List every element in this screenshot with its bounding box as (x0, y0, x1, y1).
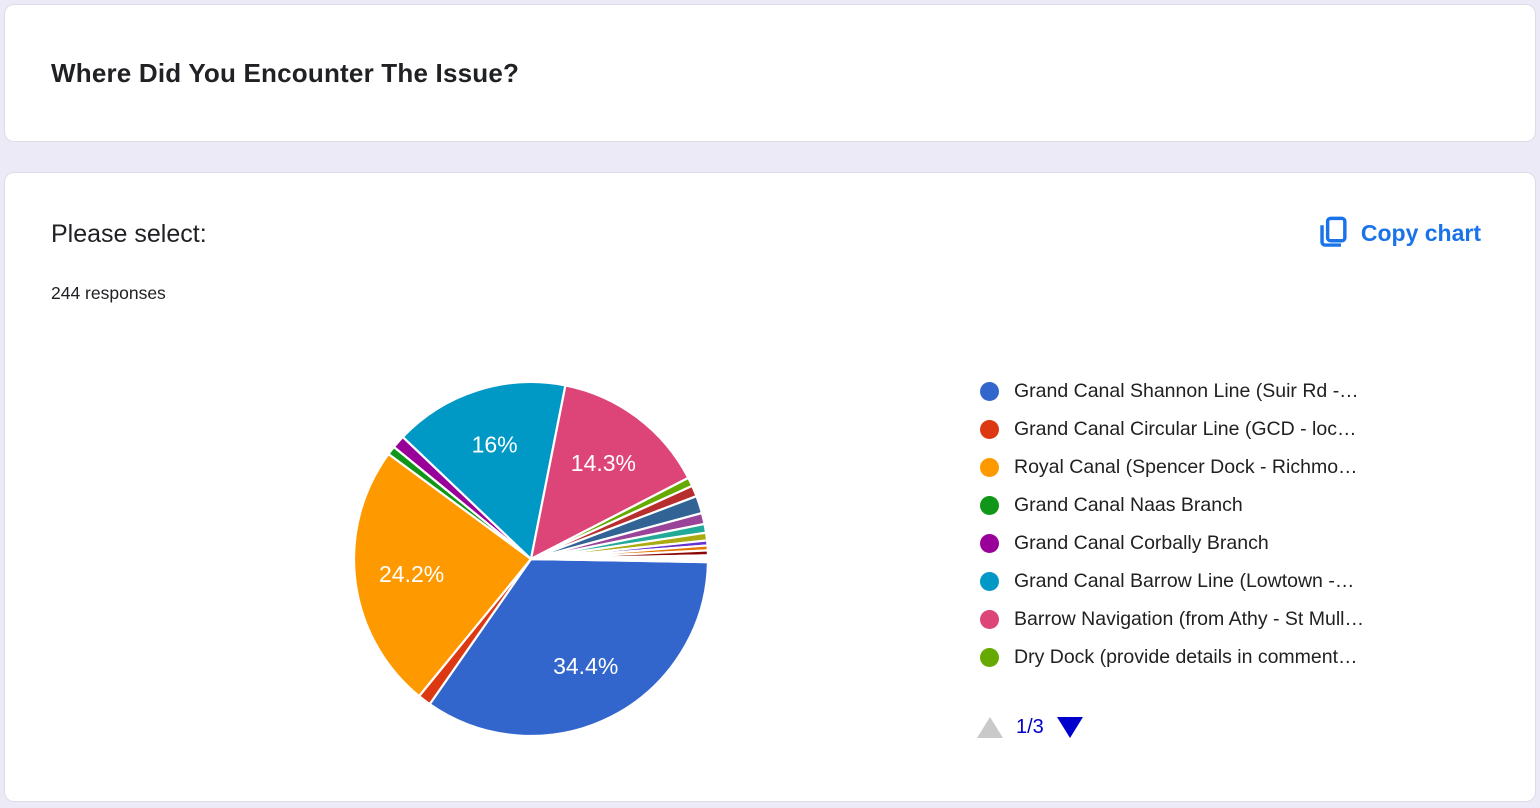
legend-item-label: Dry Dock (provide details in comment… (1014, 645, 1358, 668)
legend-item-label: Grand Canal Barrow Line (Lowtown -… (1014, 569, 1355, 592)
legend-item-label: Grand Canal Shannon Line (Suir Rd -… (1014, 379, 1359, 402)
pie-slice[interactable] (529, 557, 710, 564)
chart-legend: Grand Canal Shannon Line (Suir Rd -… Gran… (980, 372, 1364, 676)
copy-chart-button[interactable]: Copy chart (1316, 215, 1481, 251)
legend-item-label: Grand Canal Corbally Branch (1014, 531, 1269, 554)
copy-icon (1316, 215, 1347, 251)
question-card: Where Did You Encounter The Issue? (4, 4, 1536, 142)
legend-swatch (980, 609, 999, 629)
pie-chart: 34.4% 24.2% 16% 14.3% (349, 377, 713, 741)
legend-item: Grand Canal Barrow Line (Lowtown -… (980, 562, 1364, 600)
legend-item-label: Royal Canal (Spencer Dock - Richmo… (1014, 455, 1358, 478)
pie-svg: 34.4% 24.2% 16% 14.3% (352, 380, 710, 738)
legend-item-label: Grand Canal Circular Line (GCD - loc… (1014, 417, 1357, 440)
legend-item: Dry Dock (provide details in comment… (980, 638, 1364, 676)
pie-slice[interactable] (401, 380, 567, 561)
slice-label: 24.2% (379, 561, 444, 587)
slice-label: 34.4% (553, 653, 618, 679)
legend-swatch (980, 495, 999, 515)
slice-label: 16% (472, 431, 518, 457)
pie-slice[interactable] (529, 384, 690, 561)
legend-item: Royal Canal (Spencer Dock - Richmo… (980, 448, 1364, 486)
chart-card: Please select: 244 responses Copy chart … (4, 172, 1536, 802)
legend-page-indicator: 1/3 (1016, 715, 1044, 738)
pie-slice[interactable] (428, 557, 710, 738)
legend-swatch (980, 647, 999, 667)
legend-swatch (980, 571, 999, 591)
question-title: Where Did You Encounter The Issue? (51, 57, 520, 88)
legend-next-button[interactable] (1056, 716, 1083, 738)
chart-title: Please select: (51, 220, 207, 248)
legend-swatch (980, 381, 999, 401)
responses-count: 244 responses (51, 283, 166, 303)
legend-item: Grand Canal Circular Line (GCD - loc… (980, 410, 1364, 448)
legend-item-label: Barrow Navigation (from Athy - St Mull… (1014, 607, 1365, 630)
slice-label: 14.3% (571, 450, 636, 476)
copy-chart-label: Copy chart (1360, 219, 1481, 246)
legend-swatch (980, 533, 999, 553)
legend-swatch (980, 457, 999, 477)
legend-item-label: Grand Canal Naas Branch (1014, 493, 1243, 516)
legend-item: Barrow Navigation (from Athy - St Mull… (980, 600, 1364, 638)
pie-slice[interactable] (352, 452, 533, 698)
legend-swatch (980, 419, 999, 439)
legend-item: Grand Canal Naas Branch (980, 486, 1364, 524)
legend-item: Grand Canal Corbally Branch (980, 524, 1364, 562)
legend-item: Grand Canal Shannon Line (Suir Rd -… (980, 372, 1364, 410)
legend-pager: 1/3 (977, 713, 1083, 741)
legend-prev-button[interactable] (977, 716, 1003, 738)
